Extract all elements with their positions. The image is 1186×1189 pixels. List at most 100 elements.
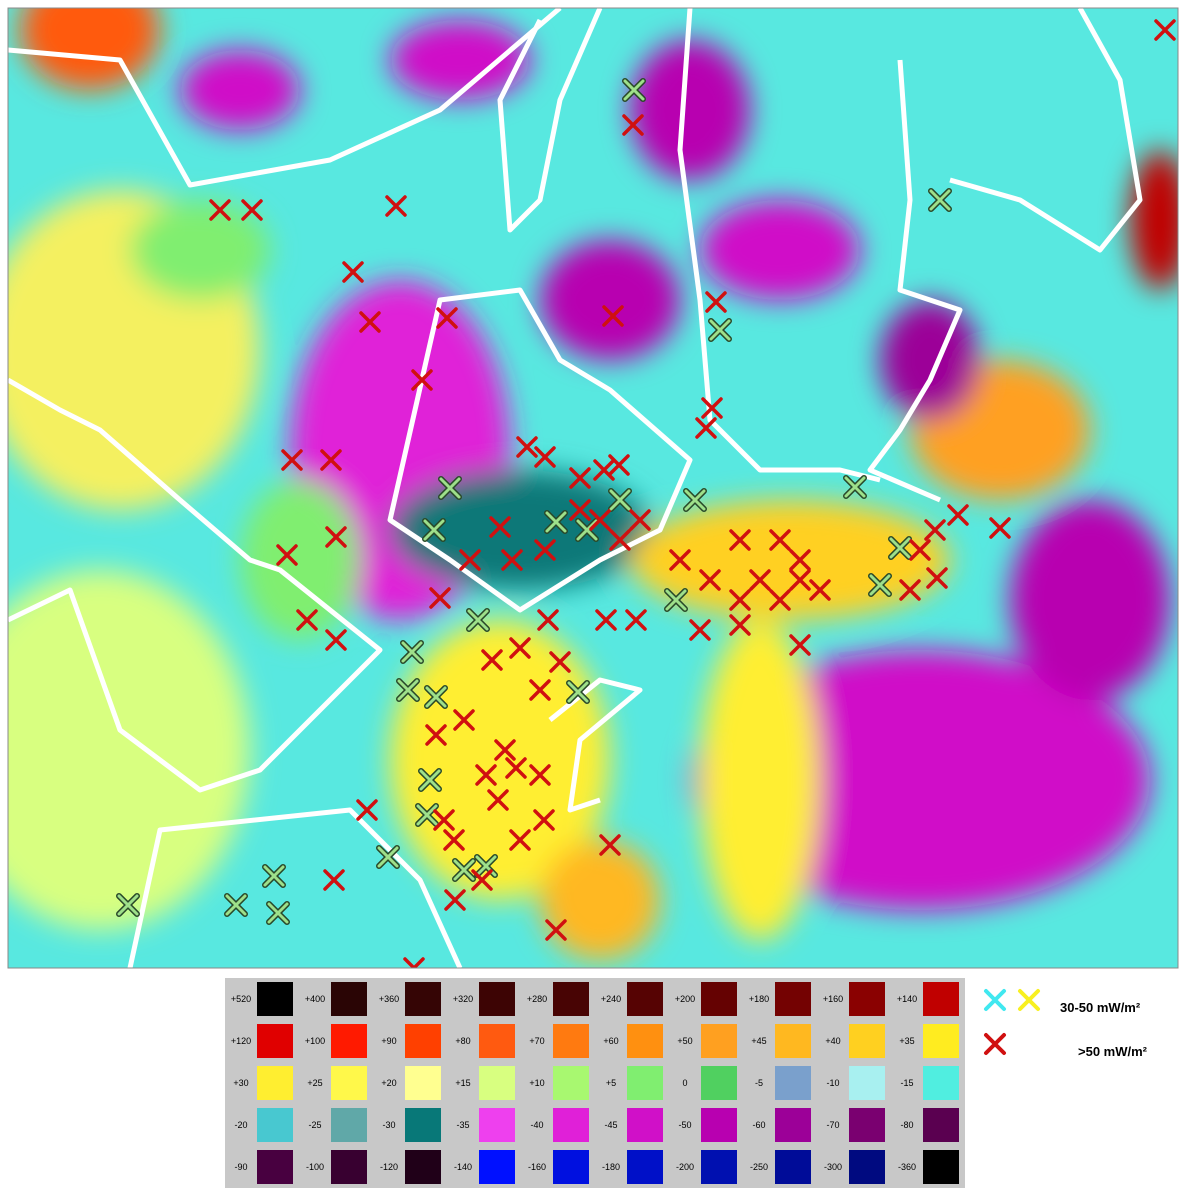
legend-label: +140 bbox=[891, 994, 923, 1004]
legend-label: -160 bbox=[521, 1162, 553, 1172]
legend-label: +15 bbox=[447, 1078, 479, 1088]
legend-swatch bbox=[923, 1150, 959, 1184]
legend-swatch bbox=[479, 1108, 515, 1142]
legend-swatch bbox=[701, 1150, 737, 1184]
legend-swatch bbox=[627, 1066, 663, 1100]
legend-cell: -250 bbox=[743, 1146, 817, 1188]
legend-label: +60 bbox=[595, 1036, 627, 1046]
legend-swatch bbox=[257, 1108, 293, 1142]
legend-swatch bbox=[627, 1024, 663, 1058]
color-scale-legend: +520+400+360+320+280+240+200+180+160+140… bbox=[225, 978, 965, 1188]
legend-swatch bbox=[331, 1150, 367, 1184]
legend-swatch bbox=[331, 1108, 367, 1142]
legend-label: +40 bbox=[817, 1036, 849, 1046]
legend-swatch bbox=[479, 1066, 515, 1100]
anomaly-map bbox=[0, 0, 1186, 975]
legend-cell: +5 bbox=[595, 1062, 669, 1104]
legend-label: +50 bbox=[669, 1036, 701, 1046]
legend-swatch bbox=[479, 1024, 515, 1058]
legend-cell: +25 bbox=[299, 1062, 373, 1104]
legend-cell: -200 bbox=[669, 1146, 743, 1188]
legend-cell: -20 bbox=[225, 1104, 299, 1146]
legend-label: -200 bbox=[669, 1162, 701, 1172]
legend-swatch bbox=[553, 1108, 589, 1142]
legend-cell: +140 bbox=[891, 978, 965, 1020]
legend-cell: +90 bbox=[373, 1020, 447, 1062]
legend-label: -15 bbox=[891, 1078, 923, 1088]
key-symbols bbox=[980, 985, 1050, 1065]
legend-label: -300 bbox=[817, 1162, 849, 1172]
legend-swatch bbox=[849, 1066, 885, 1100]
legend-label: +45 bbox=[743, 1036, 775, 1046]
legend-label: -120 bbox=[373, 1162, 405, 1172]
legend-swatch bbox=[923, 1108, 959, 1142]
legend-label: +70 bbox=[521, 1036, 553, 1046]
legend-label: -100 bbox=[299, 1162, 331, 1172]
legend-swatch bbox=[331, 1024, 367, 1058]
legend-swatch bbox=[775, 1066, 811, 1100]
legend-label: +100 bbox=[299, 1036, 331, 1046]
page: {"legend":{"rows":[ [{"label":"+520","co… bbox=[0, 0, 1186, 1189]
key-low-label: 30-50 mW/m² bbox=[1060, 1000, 1140, 1015]
legend-cell: -45 bbox=[595, 1104, 669, 1146]
legend-cell: -35 bbox=[447, 1104, 521, 1146]
legend-label: +160 bbox=[817, 994, 849, 1004]
legend-swatch bbox=[405, 1108, 441, 1142]
legend-swatch bbox=[923, 982, 959, 1016]
legend-label: +120 bbox=[225, 1036, 257, 1046]
legend-swatch bbox=[923, 1024, 959, 1058]
legend-swatch bbox=[849, 1024, 885, 1058]
legend-swatch bbox=[775, 1108, 811, 1142]
map-field bbox=[0, 0, 1186, 975]
legend-label: -45 bbox=[595, 1120, 627, 1130]
legend-cell: -140 bbox=[447, 1146, 521, 1188]
legend-swatch bbox=[849, 982, 885, 1016]
legend-swatch bbox=[553, 1150, 589, 1184]
legend-cell: +50 bbox=[669, 1020, 743, 1062]
legend-cell: +400 bbox=[299, 978, 373, 1020]
legend-label: +400 bbox=[299, 994, 331, 1004]
legend-swatch bbox=[257, 982, 293, 1016]
legend-label: -140 bbox=[447, 1162, 479, 1172]
legend-cell: +200 bbox=[669, 978, 743, 1020]
legend-cell: -40 bbox=[521, 1104, 595, 1146]
key-high-label: >50 mW/m² bbox=[1078, 1044, 1147, 1059]
legend-label: +360 bbox=[373, 994, 405, 1004]
legend-cell: -25 bbox=[299, 1104, 373, 1146]
legend-cell: -120 bbox=[373, 1146, 447, 1188]
legend-cell: +40 bbox=[817, 1020, 891, 1062]
legend-swatch bbox=[701, 982, 737, 1016]
legend-label: +80 bbox=[447, 1036, 479, 1046]
legend-swatch bbox=[257, 1066, 293, 1100]
legend-label: -80 bbox=[891, 1120, 923, 1130]
legend-cell: -160 bbox=[521, 1146, 595, 1188]
legend-cell: +30 bbox=[225, 1062, 299, 1104]
legend-label: +20 bbox=[373, 1078, 405, 1088]
legend-cell: -30 bbox=[373, 1104, 447, 1146]
legend-cell: -80 bbox=[891, 1104, 965, 1146]
legend-label: -90 bbox=[225, 1162, 257, 1172]
legend-label: +90 bbox=[373, 1036, 405, 1046]
legend-label: +5 bbox=[595, 1078, 627, 1088]
legend-label: +10 bbox=[521, 1078, 553, 1088]
legend-label: +240 bbox=[595, 994, 627, 1004]
legend-cell: +160 bbox=[817, 978, 891, 1020]
legend-label: -70 bbox=[817, 1120, 849, 1130]
legend-swatch bbox=[257, 1150, 293, 1184]
legend-label: +35 bbox=[891, 1036, 923, 1046]
legend-swatch bbox=[405, 1150, 441, 1184]
legend-label: -250 bbox=[743, 1162, 775, 1172]
legend-cell: -90 bbox=[225, 1146, 299, 1188]
legend-cell: -60 bbox=[743, 1104, 817, 1146]
legend-label: +25 bbox=[299, 1078, 331, 1088]
legend-label: +30 bbox=[225, 1078, 257, 1088]
legend-cell: +10 bbox=[521, 1062, 595, 1104]
legend-swatch bbox=[775, 982, 811, 1016]
legend-swatch bbox=[849, 1108, 885, 1142]
legend-cell: +240 bbox=[595, 978, 669, 1020]
legend-label: -50 bbox=[669, 1120, 701, 1130]
legend-cell: -5 bbox=[743, 1062, 817, 1104]
legend-swatch bbox=[701, 1108, 737, 1142]
legend-label: -20 bbox=[225, 1120, 257, 1130]
legend-cell: -300 bbox=[817, 1146, 891, 1188]
